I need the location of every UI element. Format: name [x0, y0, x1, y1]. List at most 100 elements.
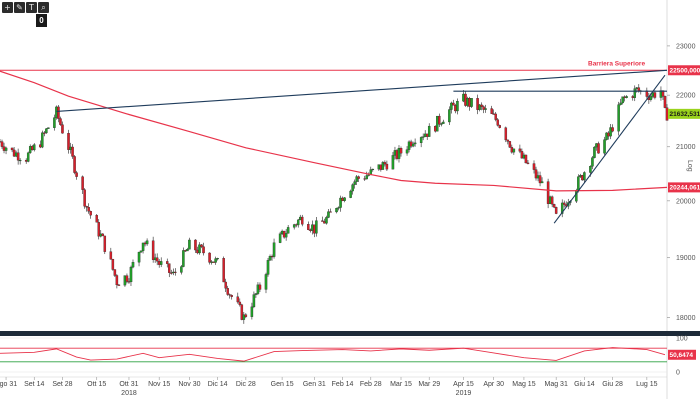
- oscillator-value-box: [668, 349, 696, 360]
- candle-down: [663, 96, 667, 108]
- candle-down: [383, 162, 387, 165]
- candle-up: [139, 250, 143, 253]
- candle-down: [85, 206, 88, 208]
- candle-down: [224, 281, 227, 289]
- candle-down: [562, 202, 566, 205]
- x-tick-label: Dic 14: [208, 381, 228, 388]
- candle-up: [633, 88, 637, 98]
- candle-up: [278, 233, 282, 243]
- candle-down: [476, 98, 479, 110]
- moving-average-line: [0, 70, 668, 192]
- candle-down: [95, 215, 98, 223]
- candle-up: [137, 251, 141, 263]
- candle-down: [71, 146, 74, 157]
- candle-up: [603, 139, 606, 154]
- candle-up: [560, 202, 564, 214]
- candle-down: [357, 176, 360, 179]
- plus-icon[interactable]: +: [2, 2, 13, 13]
- candle-up: [268, 256, 272, 261]
- x-tick-label: Feb 14: [332, 381, 354, 388]
- candle-down: [496, 119, 499, 126]
- candle-down: [115, 275, 119, 286]
- candle-up: [198, 244, 201, 254]
- candle-down: [661, 90, 665, 97]
- candle-up: [141, 242, 145, 251]
- candle-down: [534, 169, 538, 179]
- candle-down: [504, 127, 508, 141]
- x-tick-label: Mar 29: [418, 381, 440, 388]
- candle-up: [254, 293, 258, 295]
- candle-down: [301, 216, 304, 225]
- candle-up: [512, 148, 516, 153]
- candle-down: [490, 108, 493, 114]
- candle-down: [73, 156, 76, 173]
- candle-down: [83, 189, 86, 207]
- candle-down: [637, 87, 641, 91]
- log-scale-label: Log: [686, 160, 693, 172]
- candle-up: [381, 162, 385, 170]
- candle-up: [397, 148, 401, 159]
- candle-up: [129, 266, 133, 283]
- candle-up: [371, 168, 375, 171]
- oscillator-line: [0, 347, 666, 362]
- candle-down: [532, 163, 536, 170]
- candle-down: [59, 118, 62, 125]
- zoom-icon[interactable]: ⌕: [38, 2, 49, 13]
- x-tick-label: Mag 31: [544, 381, 567, 388]
- candle-up: [216, 258, 219, 260]
- candle-down: [385, 163, 389, 170]
- candle-up: [478, 104, 481, 110]
- y-tick-label: 22000: [676, 93, 696, 100]
- candle-down: [222, 258, 225, 283]
- candle-up: [47, 127, 50, 129]
- candle-down: [170, 272, 173, 274]
- candle-up: [272, 242, 276, 257]
- candle-up: [18, 159, 22, 162]
- candle-up: [284, 233, 288, 238]
- candle-down: [67, 133, 70, 150]
- text-icon[interactable]: T: [26, 2, 37, 13]
- candle-down: [546, 181, 550, 204]
- candle-up: [337, 207, 340, 209]
- candle-down: [238, 301, 242, 305]
- candle-up: [343, 197, 346, 201]
- x-tick-label: Gen 15: [271, 381, 294, 388]
- candle-up: [327, 211, 330, 218]
- x-tick-label: Gen 31: [303, 381, 326, 388]
- oscillator-tick: 0: [676, 370, 680, 377]
- candle-down: [113, 269, 117, 276]
- trendline-1: [56, 69, 668, 112]
- candle-up: [619, 102, 622, 105]
- candle-down: [75, 172, 78, 177]
- candle-up: [33, 144, 36, 151]
- candle-down: [81, 176, 84, 190]
- candle-down: [174, 271, 177, 273]
- candle-up: [353, 181, 356, 185]
- last-price-box: [668, 108, 700, 119]
- candle-down: [194, 239, 197, 251]
- candle-down: [43, 132, 46, 134]
- candle-up: [252, 294, 256, 308]
- candle-down: [166, 261, 169, 264]
- candle-down: [155, 257, 159, 262]
- candle-down: [202, 246, 205, 254]
- candle-up: [325, 217, 328, 224]
- x-tick-label: Ott 31: [119, 381, 138, 388]
- candle-down: [550, 196, 554, 205]
- x-year-label: 2018: [121, 390, 137, 397]
- candle-up: [315, 220, 318, 234]
- edit-icon[interactable]: ✎: [14, 2, 25, 13]
- candle-up: [53, 117, 56, 128]
- x-tick-label: Nov 15: [148, 381, 170, 388]
- oscillator-tick: 100: [676, 336, 688, 343]
- candle-up: [26, 152, 30, 162]
- candle-up: [349, 190, 352, 198]
- candle-down: [125, 275, 129, 282]
- candle-down: [538, 175, 542, 184]
- candle-up: [335, 208, 338, 213]
- candle-up: [159, 261, 163, 265]
- candle-up: [266, 260, 270, 275]
- candle-down: [117, 284, 121, 286]
